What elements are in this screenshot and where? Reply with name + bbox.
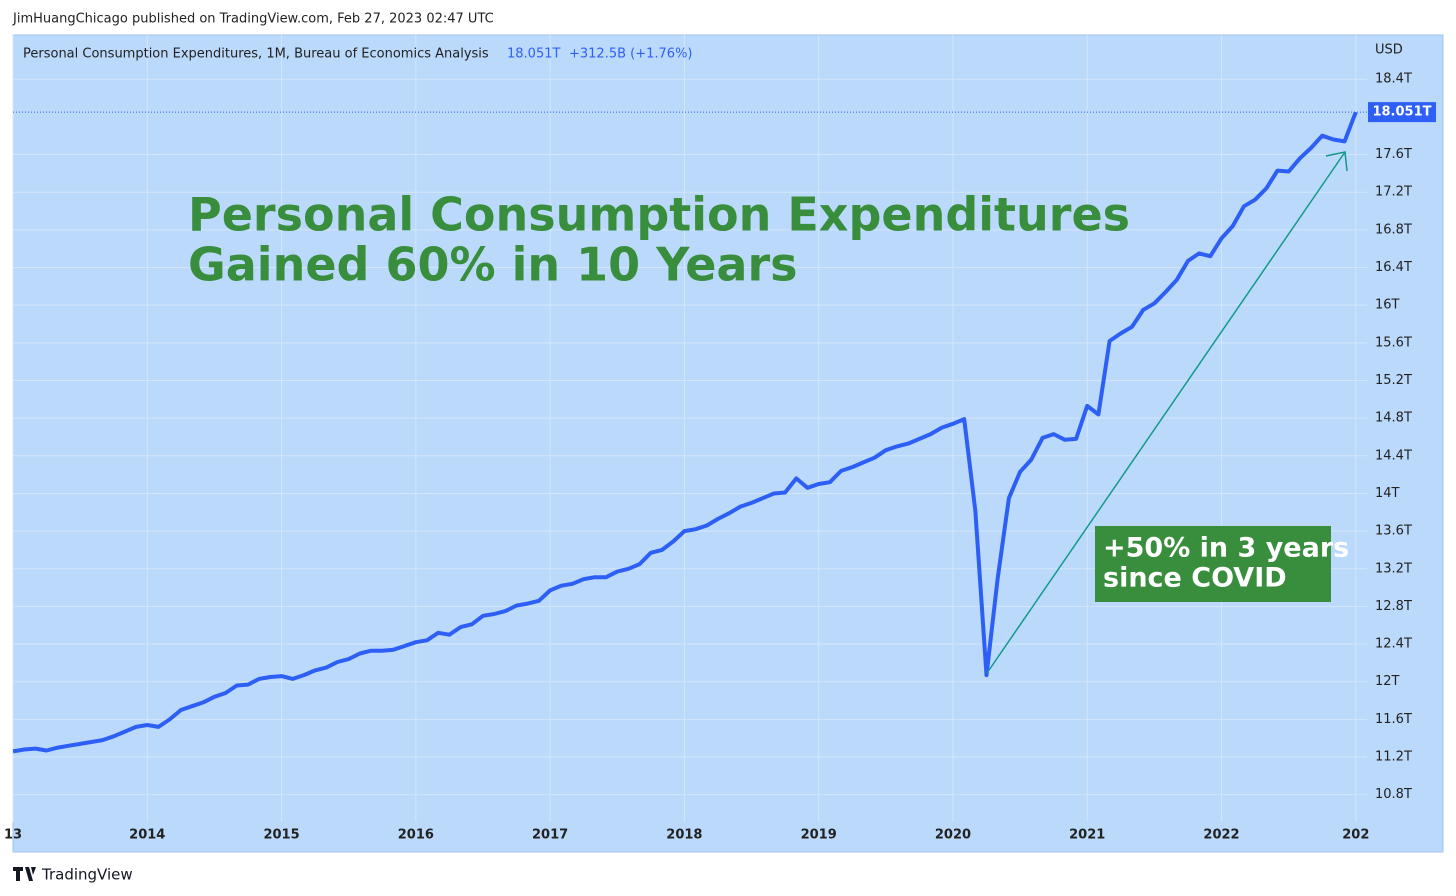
y-tick-label: 14.8T [1375,411,1412,426]
x-tick-label: 2015 [263,828,299,843]
attribution: JimHuangChicago published on TradingView… [12,12,494,27]
y-tick-label: 14T [1375,486,1400,501]
callout-box [1095,526,1331,602]
x-tick-label: 13 [4,828,22,843]
y-tick-label: 10.8T [1375,787,1412,802]
x-tick-label: 2022 [1203,828,1239,843]
y-tick-label: 16T [1375,298,1400,313]
chart-background [12,34,1444,853]
y-tick-label: 12.4T [1375,637,1412,652]
y-tick-label: 18.4T [1375,72,1412,87]
x-tick-label: 2021 [1069,828,1105,843]
series-line [12,111,1358,754]
y-tick-label: 13.2T [1375,561,1412,576]
annotation-title: Gained 60% in 10 Years [188,238,798,292]
brand-logo [13,867,36,881]
x-tick-label: 2018 [666,828,702,843]
y-tick-label: 16.4T [1375,260,1412,275]
currency-label: USD [1375,43,1403,58]
last-value-box [1368,102,1436,123]
y-tick-label: 15.2T [1375,373,1412,388]
arrow-head [1325,151,1348,172]
y-tick-label: 17.6T [1375,147,1412,162]
x-tick-label: 2019 [801,828,837,843]
legend-value: 18.051T [507,47,560,62]
callout-text: since COVID [1103,563,1287,594]
y-tick-label: 14.4T [1375,448,1412,463]
y-tick-label: 12T [1375,674,1400,689]
y-tick-label: 11.2T [1375,750,1412,765]
x-tick-label: 2014 [129,828,165,843]
y-tick-label: 16.8T [1375,222,1412,237]
callout-text: +50% in 3 years [1103,533,1349,564]
x-tick-label: 2017 [532,828,568,843]
brand: TradingView [13,866,133,884]
x-tick-label: 202 [1342,828,1369,843]
y-tick-label: 17.2T [1375,185,1412,200]
brand-name: TradingView [41,866,133,884]
annotation-title: Personal Consumption Expenditures [188,188,1130,242]
x-tick-label: 2020 [935,828,971,843]
y-tick-label: 15.6T [1375,335,1412,350]
y-tick-label: 12.8T [1375,599,1412,614]
legend-name: Personal Consumption Expenditures, 1M, B… [23,47,489,62]
last-value-label: 18.051T [1372,105,1431,120]
y-tick-label: 11.6T [1375,712,1412,727]
y-tick-label: 13.6T [1375,524,1412,539]
x-tick-label: 2016 [398,828,434,843]
legend-change: +312.5B (+1.76%) [569,47,693,62]
arrow-line [986,151,1346,674]
